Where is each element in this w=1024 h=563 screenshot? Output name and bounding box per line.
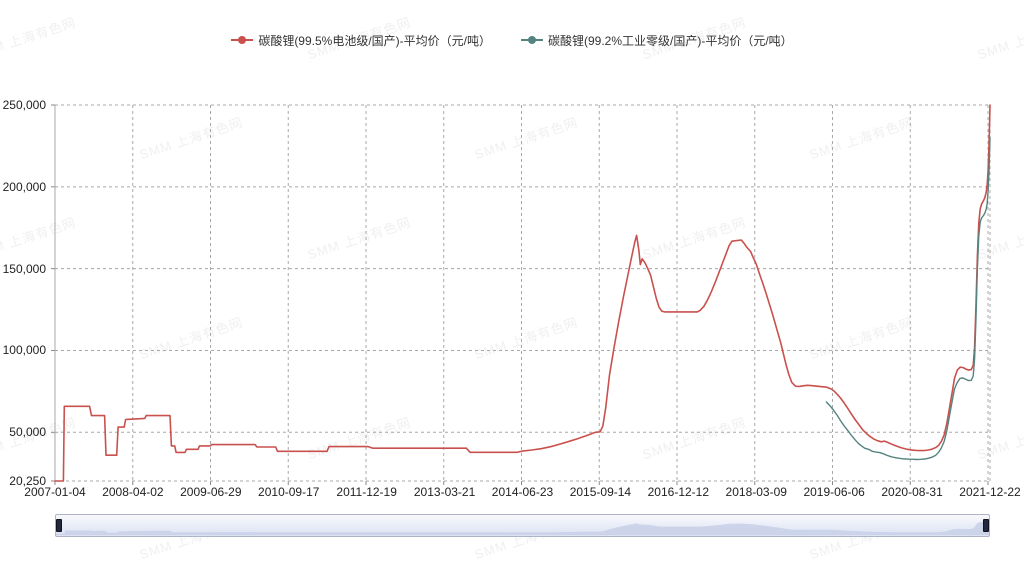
scrollbar-area-fill: [56, 518, 989, 535]
x-tick-label: 2008-04-02: [102, 485, 164, 499]
scrollbar-left-handle[interactable]: [56, 519, 62, 532]
series-line-industrial-grade: [825, 137, 991, 461]
x-tick-label: 2019-06-06: [803, 485, 865, 499]
chart-legend: 碳酸锂(99.5%电池级/国产)-平均价（元/吨） 碳酸锂(99.2%工业零级/…: [0, 31, 1024, 49]
legend-item-battery-grade[interactable]: 碳酸锂(99.5%电池级/国产)-平均价（元/吨）: [231, 32, 491, 49]
legend-line-dot-marker: [521, 36, 543, 45]
y-tick-label: 200,000: [2, 179, 46, 194]
x-tick-label: 2007-01-04: [24, 485, 86, 499]
legend-label-industrial-grade: 碳酸锂(99.2%工业零级/国产)-平均价（元/吨）: [548, 33, 793, 48]
x-tick-label: 2011-12-19: [336, 485, 397, 499]
chart-plot-area[interactable]: [51, 104, 991, 487]
series-line-battery-grade: [54, 104, 991, 482]
plot-border: [54, 104, 991, 482]
y-axis-labels: 20,250 50,000 100,000 150,000 200,000 250,000: [0, 98, 49, 488]
scrollbar-mini-chart: [56, 518, 989, 535]
y-tick-label: 100,000: [2, 343, 46, 358]
legend-line-dot-marker: [231, 36, 254, 45]
x-tick-label: 2020-08-31: [881, 485, 943, 499]
x-tick-label: 2014-06-23: [491, 485, 554, 499]
chart-scrollbar[interactable]: [55, 514, 990, 537]
x-tick-label: 2021-12-22: [959, 485, 1021, 499]
y-tick-label: 250,000: [2, 98, 46, 112]
x-tick-label: 2010-09-17: [258, 485, 320, 499]
x-tick-label: 2009-06-29: [180, 485, 242, 499]
legend-item-industrial-grade[interactable]: 碳酸锂(99.2%工业零级/国产)-平均价（元/吨）: [521, 32, 793, 49]
x-tick-label: 2016-12-12: [647, 485, 710, 499]
y-tick-label: 150,000: [2, 261, 46, 276]
y-tick-label: 50,000: [9, 425, 46, 440]
price-line-chart[interactable]: 20,250 50,000 100,000 150,000 200,000 250,000…: [0, 0, 1024, 510]
y-tick-label: 20,250: [9, 474, 46, 488]
legend-label-battery-grade: 碳酸锂(99.5%电池级/国产)-平均价（元/吨）: [258, 33, 491, 48]
x-tick-label: 2018-03-09: [725, 485, 787, 499]
x-axis-labels: 2007-01-04 2008-04-02 2009-06-29 2010-09-17…: [0, 485, 1024, 501]
x-tick-label: 2015-09-14: [569, 485, 632, 499]
scrollbar-right-handle[interactable]: [983, 519, 989, 532]
x-tick-label: 2013-03-21: [413, 485, 476, 499]
